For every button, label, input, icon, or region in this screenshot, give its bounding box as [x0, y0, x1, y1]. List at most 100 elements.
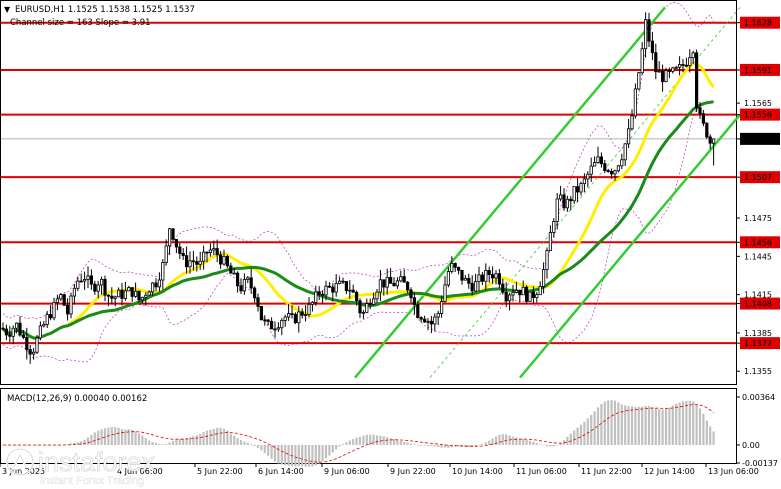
- macd-bar: [447, 444, 450, 448]
- price-label: 1.1385: [744, 329, 772, 338]
- candle-body: [589, 165, 593, 175]
- macd-bar: [73, 442, 76, 445]
- chart-menu-icon[interactable]: ▼: [4, 5, 11, 14]
- candle-body: [596, 156, 600, 163]
- candle-body: [467, 277, 471, 284]
- candle-body: [684, 64, 689, 67]
- candle: [89, 269, 93, 290]
- candle-body: [314, 291, 318, 303]
- candle-body: [310, 301, 315, 305]
- candle: [242, 273, 246, 295]
- candle: [130, 287, 134, 302]
- candle-body: [368, 303, 372, 305]
- candle-body: [708, 136, 712, 144]
- candle-body: [392, 282, 396, 287]
- macd-bar: [287, 444, 290, 466]
- candle-body: [252, 287, 257, 299]
- candle-body: [218, 254, 223, 265]
- candles: [1, 12, 716, 364]
- macd-bar: [331, 444, 334, 453]
- candle: [599, 152, 604, 168]
- candle-body: [11, 327, 15, 337]
- ma-yellow-line: [2, 61, 715, 340]
- candle: [657, 61, 661, 73]
- candle: [385, 268, 389, 295]
- macd-bar: [124, 429, 127, 445]
- macd-bar: [685, 400, 688, 445]
- price-label-bg: [740, 132, 780, 145]
- candle: [232, 267, 236, 275]
- candle-body: [327, 285, 332, 288]
- candle-body: [657, 70, 661, 73]
- candle: [110, 287, 114, 305]
- candle: [113, 295, 117, 307]
- candle: [256, 293, 260, 312]
- candle-body: [72, 287, 76, 297]
- candle: [249, 268, 253, 294]
- macd-bar: [647, 406, 651, 445]
- macd-bar: [525, 439, 528, 445]
- macd-bar: [294, 444, 297, 467]
- candle: [266, 318, 270, 326]
- macd-bar: [406, 442, 409, 445]
- macd-bar: [107, 427, 110, 445]
- macd-bar: [375, 435, 379, 445]
- candle: [433, 313, 437, 332]
- candle-body: [351, 289, 355, 293]
- candle-body: [184, 255, 189, 268]
- candle: [480, 271, 485, 286]
- macd-bar: [188, 437, 192, 445]
- candle: [225, 254, 229, 268]
- macd-bar: [430, 444, 433, 447]
- candle-body: [69, 295, 73, 315]
- macd-bar: [678, 402, 681, 445]
- candle-body: [433, 316, 437, 325]
- macd-tick-label: -0.00137: [742, 459, 778, 468]
- macd-bar: [409, 443, 413, 445]
- price-label: 1.1415: [744, 291, 772, 300]
- macd-bar: [477, 444, 481, 446]
- candle-body: [283, 316, 287, 321]
- candle: [4, 324, 8, 341]
- macd-bar: [372, 434, 375, 445]
- candle: [324, 280, 328, 301]
- candle-body: [150, 282, 155, 293]
- candle: [252, 286, 257, 303]
- candle: [334, 273, 338, 297]
- candle-body: [269, 320, 274, 330]
- macd-bar: [222, 428, 226, 445]
- macd-bar: [250, 444, 253, 445]
- candle: [405, 280, 410, 294]
- candle-body: [671, 67, 675, 72]
- candle-body: [164, 245, 168, 263]
- candle-body: [695, 52, 699, 109]
- candle-body: [535, 294, 539, 299]
- candle: [705, 122, 709, 139]
- macd-bar: [450, 444, 453, 448]
- candle: [157, 272, 161, 292]
- candle: [120, 282, 124, 306]
- candle-body: [681, 64, 685, 66]
- macd-bar: [474, 444, 477, 447]
- candle: [49, 305, 53, 321]
- macd-bar: [668, 407, 671, 445]
- candle: [127, 285, 131, 292]
- macd-bar: [341, 444, 345, 445]
- candle: [11, 325, 15, 345]
- macd-bar: [66, 444, 69, 445]
- candle-body: [477, 274, 481, 283]
- macd-bar: [396, 440, 399, 445]
- candle: [184, 246, 189, 274]
- macd-bar: [392, 439, 396, 445]
- candle-body: [222, 256, 226, 265]
- candle: [453, 262, 457, 272]
- candle: [436, 310, 440, 326]
- candle-body: [453, 263, 457, 268]
- macd-bar: [270, 444, 273, 459]
- trend-channel: [354, 6, 741, 379]
- macd-bar: [641, 406, 644, 445]
- candle-body: [409, 289, 413, 299]
- macd-bar: [76, 442, 79, 445]
- candle: [52, 297, 56, 321]
